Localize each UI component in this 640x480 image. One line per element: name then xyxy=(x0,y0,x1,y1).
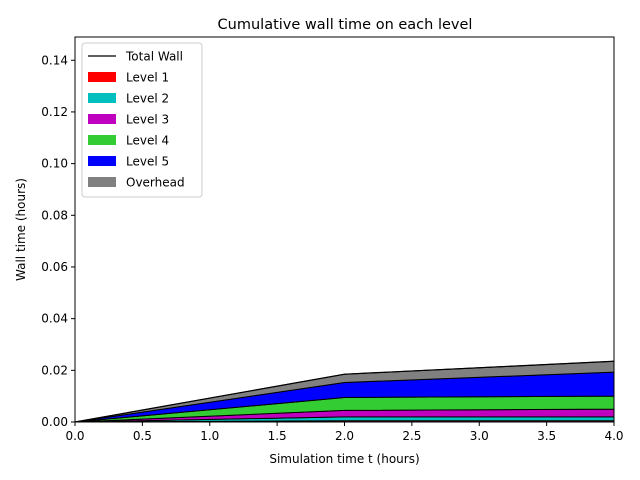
x-tick-label: 3.5 xyxy=(537,429,556,443)
x-axis-ticks: 0.0 0.5 1.0 1.5 2.0 2.5 3.0 3.5 4.0 xyxy=(65,422,624,443)
y-tick-label: 0.00 xyxy=(41,415,68,429)
x-tick-label: 1.5 xyxy=(268,429,287,443)
x-tick-label: 3.0 xyxy=(470,429,489,443)
y-axis-label: Wall time (hours) xyxy=(14,178,28,281)
legend-swatch-level-5 xyxy=(88,156,116,166)
y-tick-label: 0.14 xyxy=(41,53,68,67)
x-tick-label: 4.0 xyxy=(604,429,623,443)
legend-swatch-level-3 xyxy=(88,114,116,124)
plot-frame xyxy=(74,36,615,423)
y-tick-label: 0.10 xyxy=(41,157,68,171)
legend-label: Level 2 xyxy=(126,92,169,106)
y-tick-label: 0.02 xyxy=(41,363,68,377)
y-axis-ticks: 0.00 0.02 0.04 0.06 0.08 0.10 0.12 0.14 xyxy=(41,53,75,429)
legend-label: Level 4 xyxy=(126,134,169,148)
stacked-areas xyxy=(74,360,615,423)
legend-swatch-level-4 xyxy=(88,135,116,145)
y-tick-label: 0.08 xyxy=(41,208,68,222)
x-tick-label: 2.0 xyxy=(335,429,354,443)
y-tick-label: 0.06 xyxy=(41,260,68,274)
legend-label: Total Wall xyxy=(125,50,183,64)
chart-title: Cumulative wall time on each level xyxy=(218,17,473,33)
legend-swatch-level-2 xyxy=(88,93,116,103)
legend-swatch-overhead xyxy=(88,177,116,187)
legend-label: Level 1 xyxy=(126,71,169,85)
y-tick-label: 0.04 xyxy=(41,312,68,326)
legend-label: Overhead xyxy=(126,176,185,190)
legend: Total Wall Level 1 Level 2 Level 3 Level 4 Le… xyxy=(81,42,203,198)
x-tick-label: 2.5 xyxy=(402,429,421,443)
x-tick-label: 0.5 xyxy=(133,429,152,443)
total-wall-line xyxy=(74,360,615,423)
legend-label: Level 5 xyxy=(126,155,169,169)
x-axis-label: Simulation time t (hours) xyxy=(269,452,419,466)
x-tick-label: 1.0 xyxy=(200,429,219,443)
x-tick-label: 0.0 xyxy=(65,429,84,443)
legend-label: Level 3 xyxy=(126,113,169,127)
y-tick-label: 0.12 xyxy=(41,105,68,119)
legend-swatch-level-1 xyxy=(88,72,116,82)
